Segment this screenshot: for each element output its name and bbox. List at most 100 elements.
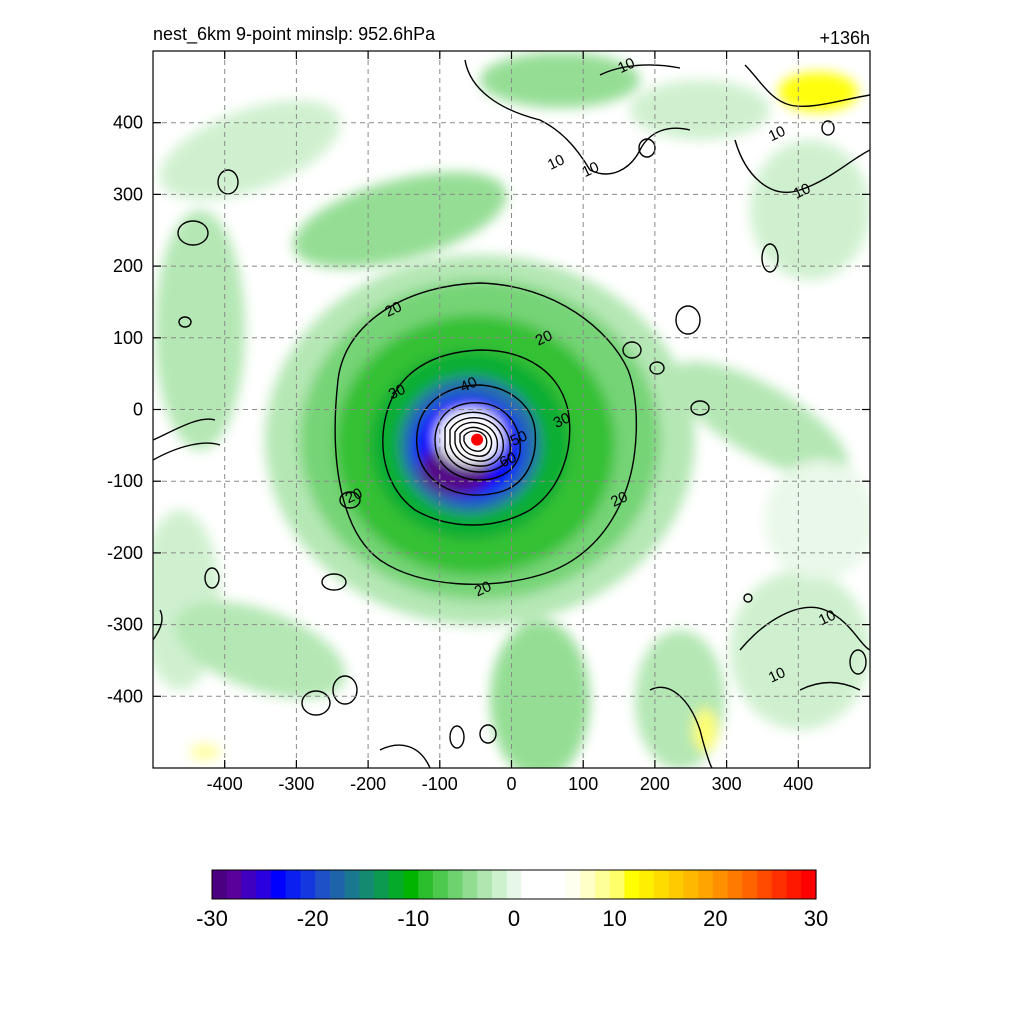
colorbar-cell — [285, 870, 301, 899]
colorbar-cell — [624, 870, 640, 899]
colorbar-cells — [212, 870, 817, 899]
colorbar-cell — [300, 870, 316, 899]
colorbar-cell — [595, 870, 611, 899]
contour-label: 10 — [545, 151, 567, 173]
colorbar-cell — [757, 870, 773, 899]
y-axis-tick-labels: 400 300 200 100 0 -100 -200 -300 -400 — [107, 113, 143, 707]
colorbar-cell — [771, 870, 788, 899]
contour-label: 20 — [343, 485, 365, 507]
contour-label: 10 — [766, 664, 788, 686]
colorbar-tick-label: -20 — [297, 906, 329, 931]
y-tick-label: 200 — [113, 256, 143, 276]
colorbar-cell — [683, 870, 699, 899]
colorbar-cell — [801, 870, 817, 899]
contour-label: 20 — [533, 327, 555, 349]
colorbar-cell — [639, 870, 655, 899]
colorbar-tick-label: -10 — [397, 906, 429, 931]
colorbar: -30 -20 -10 0 10 20 30 — [196, 869, 828, 931]
chart-title: nest_6km 9-point minslp: 952.6hPa — [153, 24, 436, 45]
colorbar-tick-label: 30 — [804, 906, 828, 931]
contour-label: 20 — [472, 578, 494, 600]
colorbar-cell — [653, 870, 670, 899]
colorbar-cell — [329, 870, 346, 899]
contour-label: 10 — [791, 180, 813, 202]
contour-label: 30 — [386, 381, 408, 403]
contour-label: 60 — [497, 449, 519, 471]
y-tick-label: 400 — [113, 113, 143, 133]
colorbar-cell — [491, 870, 508, 899]
x-tick-label: 100 — [568, 774, 598, 794]
colorbar-cell — [359, 870, 375, 899]
colorbar-cell — [226, 870, 243, 899]
x-tick-label: -300 — [278, 774, 314, 794]
colorbar-cell — [668, 870, 685, 899]
colorbar-cell — [344, 870, 360, 899]
y-tick-label: 0 — [133, 400, 143, 420]
colorbar-cell — [727, 870, 743, 899]
colorbar-tick-label: -30 — [196, 906, 228, 931]
colorbar-cell — [786, 870, 802, 899]
colorbar-frame — [211, 869, 817, 900]
colorbar-cell — [256, 870, 272, 899]
colorbar-cell — [565, 870, 581, 899]
colorbar-cell — [418, 870, 434, 899]
contour-label: 10 — [766, 123, 788, 145]
colorbar-cell — [712, 870, 729, 899]
colorbar-cell — [270, 870, 287, 899]
y-tick-label: -300 — [107, 615, 143, 635]
contour-60 — [444, 411, 511, 473]
x-tick-label: 400 — [783, 774, 813, 794]
y-tick-label: 100 — [113, 328, 143, 348]
colorbar-tick-label: 10 — [602, 906, 626, 931]
colorbar-cell — [609, 870, 626, 899]
colorbar-cell — [403, 870, 419, 899]
contour-label: 10 — [579, 159, 601, 181]
y-tick-label: -100 — [107, 471, 143, 491]
colorbar-cell — [241, 870, 257, 899]
contour-30 — [382, 349, 571, 526]
x-tick-label: 0 — [506, 774, 516, 794]
colorbar-cell — [521, 870, 537, 899]
contour-label: 40 — [458, 374, 480, 396]
x-axis-tick-labels: -400 -300 -200 -100 0 100 200 300 400 — [207, 774, 814, 794]
colorbar-cell — [447, 870, 464, 899]
x-tick-label: 300 — [712, 774, 742, 794]
colorbar-cell — [580, 870, 596, 899]
x-tick-label: -400 — [207, 774, 243, 794]
contour-label: 20 — [382, 298, 404, 320]
contour-label: 10 — [615, 55, 637, 77]
contour-40 — [416, 384, 537, 496]
storm-center-marker — [471, 433, 484, 446]
contour-label: 20 — [608, 488, 630, 510]
colorbar-cell — [536, 870, 552, 899]
y-tick-label: -400 — [107, 686, 143, 706]
contour-label: 30 — [551, 409, 573, 431]
x-tick-label: -200 — [350, 774, 386, 794]
colorbar-cell — [698, 870, 714, 899]
colorbar-cell — [506, 870, 522, 899]
colorbar-cell — [374, 870, 390, 899]
contour-label: 10 — [816, 607, 838, 629]
y-tick-label: -200 — [107, 543, 143, 563]
y-tick-label: 300 — [113, 184, 143, 204]
colorbar-cell — [477, 870, 493, 899]
colorbar-cell — [462, 870, 478, 899]
colorbar-cell — [742, 870, 758, 899]
contour-label: 50 — [508, 427, 530, 449]
grid-lines — [153, 51, 870, 768]
colorbar-tick-labels: -30 -20 -10 0 10 20 30 — [196, 906, 828, 931]
chart-time-label: +136h — [819, 28, 870, 48]
colorbar-cell — [432, 870, 449, 899]
tick-marks — [153, 51, 870, 768]
x-tick-label: -100 — [422, 774, 458, 794]
contour-20 — [334, 282, 638, 585]
contour-lines — [153, 59, 870, 768]
colorbar-tick-label: 20 — [703, 906, 727, 931]
colorbar-cell — [315, 870, 331, 899]
colorbar-cell — [550, 870, 567, 899]
colorbar-cell — [388, 870, 405, 899]
colorbar-cell — [212, 870, 228, 899]
